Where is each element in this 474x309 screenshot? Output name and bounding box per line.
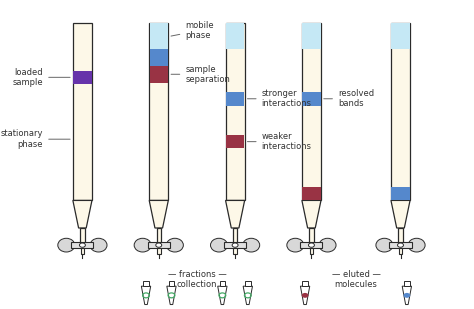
Polygon shape — [399, 248, 402, 254]
Polygon shape — [72, 242, 93, 248]
Bar — [392, 23, 410, 49]
Polygon shape — [218, 286, 227, 305]
Polygon shape — [148, 242, 170, 248]
Polygon shape — [169, 281, 174, 286]
Ellipse shape — [319, 238, 336, 252]
Circle shape — [232, 243, 238, 247]
Text: — eluted —
molecules: — eluted — molecules — [331, 270, 381, 289]
Bar — [150, 23, 168, 49]
Polygon shape — [226, 201, 245, 228]
Polygon shape — [143, 281, 149, 286]
Circle shape — [309, 243, 314, 247]
Polygon shape — [302, 201, 321, 228]
Bar — [80, 228, 84, 246]
Polygon shape — [390, 242, 411, 248]
Bar — [233, 228, 237, 246]
Ellipse shape — [243, 238, 260, 252]
Polygon shape — [243, 286, 253, 305]
Bar — [149, 23, 168, 201]
Bar — [392, 187, 410, 201]
Circle shape — [403, 293, 410, 298]
Ellipse shape — [166, 238, 183, 252]
Circle shape — [156, 243, 162, 247]
Polygon shape — [73, 201, 92, 228]
Bar — [302, 23, 320, 49]
Ellipse shape — [90, 238, 107, 252]
Ellipse shape — [58, 238, 75, 252]
Text: resolved
bands: resolved bands — [324, 89, 374, 108]
Polygon shape — [391, 201, 410, 228]
Text: mobile
phase: mobile phase — [171, 21, 214, 40]
Bar — [156, 228, 161, 246]
Ellipse shape — [287, 238, 304, 252]
Circle shape — [80, 243, 85, 247]
Ellipse shape — [134, 238, 151, 252]
Bar — [226, 23, 245, 201]
Bar — [226, 92, 244, 105]
Polygon shape — [167, 286, 176, 305]
Polygon shape — [157, 248, 161, 254]
Polygon shape — [245, 281, 251, 286]
Text: stationary
phase: stationary phase — [0, 129, 70, 149]
Polygon shape — [149, 201, 168, 228]
Circle shape — [398, 243, 403, 247]
Ellipse shape — [408, 238, 425, 252]
Bar — [73, 71, 91, 84]
Text: sample
separation: sample separation — [171, 65, 230, 84]
Polygon shape — [302, 281, 308, 286]
Bar — [391, 23, 410, 201]
Polygon shape — [219, 281, 225, 286]
Polygon shape — [233, 248, 237, 254]
Text: — fractions —
collection: — fractions — collection — [167, 270, 226, 289]
Bar — [150, 49, 168, 66]
Bar — [398, 228, 402, 246]
Polygon shape — [301, 286, 310, 305]
Text: weaker
interactions: weaker interactions — [247, 132, 311, 151]
Text: stronger
interactions: stronger interactions — [247, 89, 311, 108]
Polygon shape — [402, 286, 411, 305]
Text: loaded
sample: loaded sample — [12, 68, 70, 87]
Polygon shape — [81, 248, 84, 254]
Circle shape — [301, 293, 309, 298]
Polygon shape — [141, 286, 151, 305]
Ellipse shape — [210, 238, 228, 252]
Polygon shape — [404, 281, 410, 286]
Polygon shape — [301, 242, 322, 248]
Bar — [302, 92, 320, 105]
Bar — [226, 23, 244, 49]
Bar — [302, 187, 320, 201]
Bar — [73, 23, 92, 201]
Bar — [302, 23, 321, 201]
Ellipse shape — [376, 238, 393, 252]
Bar — [310, 228, 314, 246]
Polygon shape — [224, 242, 246, 248]
Bar — [150, 66, 168, 83]
Polygon shape — [310, 248, 313, 254]
Bar — [226, 135, 244, 148]
